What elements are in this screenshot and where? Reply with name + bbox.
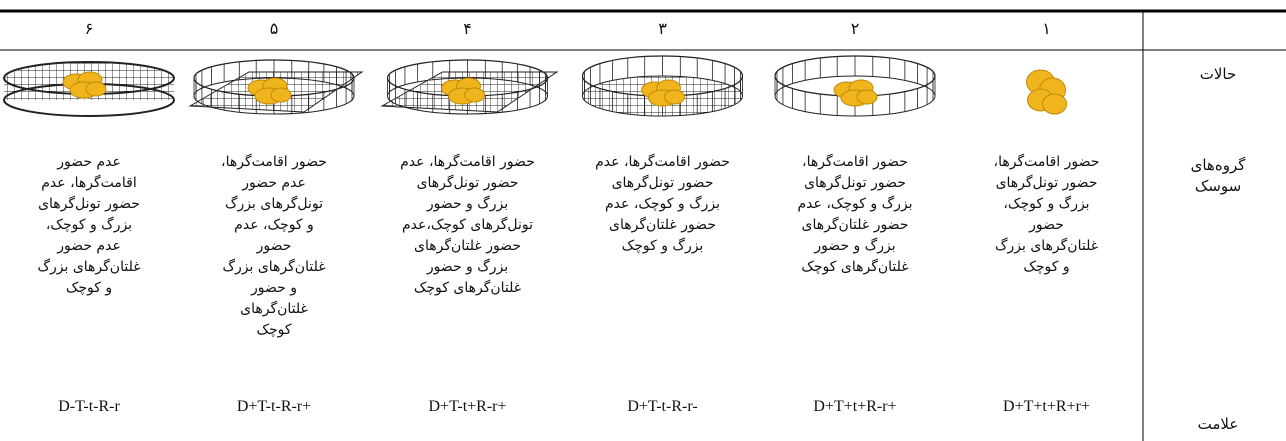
group-code: D-T-t-R-r (58, 398, 120, 415)
description-line: کوچک (256, 322, 292, 338)
description-line: غلتان‌گرهای (240, 301, 308, 317)
description-line: بزرگ و حضور (426, 196, 509, 212)
cage-illustration (188, 59, 364, 115)
description-line: غلتان‌گرهای کوچک (801, 259, 909, 275)
description-line: حضور اقامت‌گرها، (802, 154, 908, 170)
column-number: ۴ (463, 19, 472, 38)
cage-illustration (581, 55, 744, 117)
description-line: حضور (1029, 217, 1064, 233)
beetle-ball (85, 81, 107, 97)
cage-illustration (3, 61, 175, 117)
description-line: عدم حضور (57, 154, 121, 170)
column-number: ۲ (850, 19, 860, 38)
description-line: غلتان‌گرهای کوچک (413, 280, 522, 296)
column-number: ۱ (1042, 19, 1051, 38)
column-number: ۶ (84, 19, 94, 38)
description-line: غلتان‌گرهای بزرگ (994, 238, 1099, 254)
description-line: حضور تونل‌گرهای (416, 175, 519, 191)
description-line: بزرگ و حضور (814, 238, 896, 254)
description-line: عدم حضور (242, 175, 306, 191)
description-line: حضور اقامت‌گرها، (993, 154, 1100, 170)
group-code: D+T-t-R-r- (627, 398, 698, 415)
description-line: بزرگ و حضور (426, 259, 509, 275)
beetle-ball (664, 89, 685, 105)
group-code: D+T+t+R+r+ (1003, 398, 1090, 415)
description-line: و کوچک (65, 280, 113, 296)
description-line: حضور تونل‌گرهای (38, 196, 140, 212)
group-code: D+T-t+R-r+ (428, 398, 507, 415)
description-line: و حضور (251, 280, 297, 296)
description-line: بزرگ و کوچک، (1003, 196, 1090, 212)
row-label: حالات (1199, 65, 1237, 83)
description-line: تونل‌گرهای بزرگ (225, 196, 323, 212)
description-line: بزرگ و کوچک، عدم (797, 196, 913, 212)
description-line: حضور (256, 238, 292, 254)
group-code: D+T-t-R-r+ (236, 398, 312, 415)
column-number: ۳ (658, 19, 667, 38)
cage-illustration (1026, 69, 1067, 115)
description-line: غلتان‌گرهای بزرگ (222, 259, 326, 275)
description-line: بزرگ و کوچک (621, 238, 704, 254)
group-code: D+T+t+R-r+ (813, 398, 897, 415)
row-label: گروه‌های (1190, 156, 1246, 174)
column-number: ۵ (269, 19, 279, 38)
beetle-ball (856, 89, 878, 105)
description-line: بزرگ و کوچک، (45, 217, 133, 233)
description-line: اقامت‌گرها، عدم (41, 175, 137, 191)
description-line: حضور تونل‌گرهای (804, 175, 906, 191)
description-line: و کوچک (1023, 259, 1070, 275)
beetle-ball (464, 87, 485, 103)
description-line: و کوچک، عدم (234, 217, 314, 233)
cage-illustration (774, 55, 936, 117)
description-line: حضور اقامت‌گرها، عدم (400, 154, 535, 170)
row-label: علامت (1197, 415, 1239, 433)
description-line: حضور اقامت‌گرها، (221, 154, 327, 170)
description-line: حضور تونل‌گرهای (611, 175, 714, 191)
description-line: حضور غلتان‌گرهای (801, 217, 909, 233)
description-line: بزرگ و کوچک، عدم (605, 196, 720, 212)
description-line: حضور غلتان‌گرهای (609, 217, 716, 233)
description-line: غلتان‌گرهای بزرگ (37, 259, 141, 275)
beetle-ball (270, 87, 292, 103)
description-line: حضور تونل‌گرهای (995, 175, 1098, 191)
description-line: عدم حضور (57, 238, 121, 254)
description-line: تونل‌گرهای کوچک،عدم (401, 217, 534, 233)
cage-illustration (380, 59, 559, 115)
row-label: سوسک (1194, 177, 1242, 195)
description-line: حضور غلتان‌گرهای (414, 238, 521, 254)
description-line: حضور اقامت‌گرها، عدم (595, 154, 730, 170)
beetle-ball (1042, 93, 1067, 115)
